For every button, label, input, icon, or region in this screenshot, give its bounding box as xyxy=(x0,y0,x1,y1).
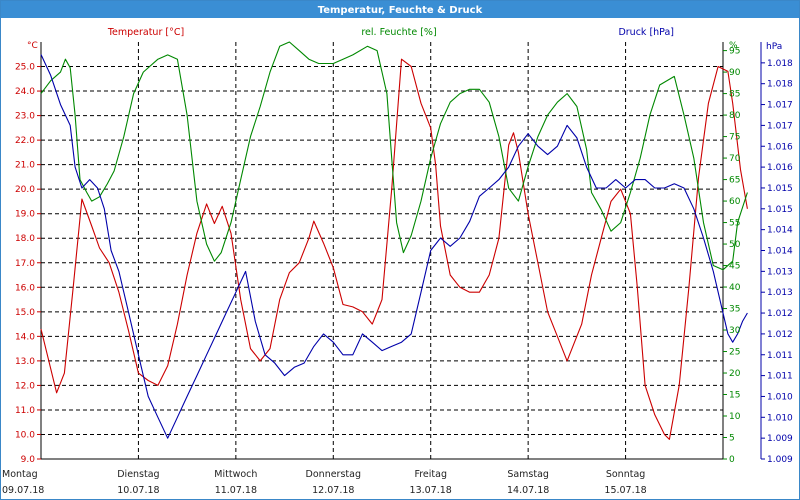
humidity-series-line xyxy=(40,41,748,271)
pressure-tick-label: 1.015 xyxy=(767,205,793,215)
temperature-tick-label: 19.0 xyxy=(15,210,35,220)
humidity-unit: % xyxy=(729,41,738,51)
pressure-series-line xyxy=(40,54,748,439)
pressure-tick-label: 1.010 xyxy=(767,392,793,402)
pressure-tick-label: 1.018 xyxy=(767,59,793,69)
axes xyxy=(37,42,765,460)
day-label: Mittwoch xyxy=(214,469,257,480)
pressure-tick-label: 1.014 xyxy=(767,226,793,236)
temperature-tick-label: 10.0 xyxy=(15,430,35,440)
temperature-tick-label: 25.0 xyxy=(15,63,35,73)
humidity-series-title: rel. Feuchte [%] xyxy=(361,27,436,38)
pressure-unit: hPa xyxy=(766,42,782,52)
day-label: Freitag xyxy=(414,469,447,480)
temperature-tick-label: 18.0 xyxy=(15,234,35,244)
humidity-tick-label: 40 xyxy=(729,283,741,293)
humidity-tick-label: 25 xyxy=(729,348,740,358)
day-label: Sonntag xyxy=(606,469,645,480)
axis-labels: Montag 09.07.18 Dienstag 10.07.18 Mittwoch 11… xyxy=(2,27,793,496)
pressure-tick-label: 1.018 xyxy=(767,80,793,90)
pressure-tick-label: 1.010 xyxy=(767,413,793,423)
humidity-tick-label: 60 xyxy=(729,197,741,207)
date-label: 15.07.18 xyxy=(604,485,646,496)
pressure-tick-label: 1.017 xyxy=(767,121,793,131)
humidity-tick-label: 15 xyxy=(729,391,740,401)
temperature-tick-label: 23.0 xyxy=(15,112,35,122)
date-label: 14.07.18 xyxy=(507,485,549,496)
pressure-tick-label: 1.016 xyxy=(767,142,793,152)
humidity-tick-label: 80 xyxy=(729,111,741,121)
humidity-tick-label: 75 xyxy=(729,133,740,143)
humidity-tick-label: 50 xyxy=(729,240,741,250)
temperature-tick-label: 13.0 xyxy=(15,357,35,367)
temperature-tick-label: 22.0 xyxy=(15,136,35,146)
day-label: Dienstag xyxy=(117,469,159,480)
temperature-tick-label: 17.0 xyxy=(15,259,35,269)
temperature-tick-label: 24.0 xyxy=(15,87,35,97)
date-label: 11.07.18 xyxy=(215,485,257,496)
date-label: 10.07.18 xyxy=(117,485,159,496)
humidity-tick-label: 70 xyxy=(729,154,741,164)
grid xyxy=(41,42,723,460)
day-label: Montag xyxy=(2,469,38,480)
temperature-unit: °C xyxy=(27,41,38,51)
series-lines xyxy=(40,41,748,440)
humidity-tick-label: 5 xyxy=(729,434,735,444)
title-bar xyxy=(1,1,799,18)
humidity-tick-label: 20 xyxy=(729,369,741,379)
pressure-tick-label: 1.013 xyxy=(767,267,793,277)
pressure-series-title: Druck [hPa] xyxy=(618,27,674,38)
humidity-tick-label: 45 xyxy=(729,262,740,272)
humidity-tick-label: 30 xyxy=(729,326,741,336)
pressure-tick-label: 1.012 xyxy=(767,309,793,319)
pressure-tick-label: 1.011 xyxy=(767,372,793,382)
pressure-tick-label: 1.017 xyxy=(767,101,793,111)
humidity-tick-label: 55 xyxy=(729,219,740,229)
pressure-tick-label: 1.016 xyxy=(767,163,793,173)
temperature-tick-label: 14.0 xyxy=(15,332,35,342)
pressure-tick-label: 1.011 xyxy=(767,351,793,361)
humidity-tick-label: 65 xyxy=(729,176,740,186)
date-label: 13.07.18 xyxy=(410,485,452,496)
temperature-tick-label: 15.0 xyxy=(15,308,35,318)
temperature-tick-label: 11.0 xyxy=(15,406,35,416)
humidity-tick-label: 85 xyxy=(729,90,740,100)
temperature-tick-label: 16.0 xyxy=(15,283,35,293)
pressure-tick-label: 1.013 xyxy=(767,288,793,298)
date-label: 09.07.18 xyxy=(2,485,44,496)
temperature-series-title: Temperatur [°C] xyxy=(107,27,184,38)
humidity-tick-label: 0 xyxy=(729,455,735,465)
chart-title: Temperatur, Feuchte & Druck xyxy=(318,5,483,16)
pressure-tick-label: 1.014 xyxy=(767,247,793,257)
temperature-tick-label: 21.0 xyxy=(15,161,35,171)
humidity-tick-label: 90 xyxy=(729,68,741,78)
day-label: Donnerstag xyxy=(306,469,361,480)
humidity-tick-label: 95 xyxy=(729,47,740,57)
date-label: 12.07.18 xyxy=(312,485,354,496)
humidity-tick-label: 35 xyxy=(729,305,740,315)
humidity-tick-label: 10 xyxy=(729,412,741,422)
day-label: Samstag xyxy=(507,469,549,480)
pressure-tick-label: 1.009 xyxy=(767,455,793,465)
temperature-tick-label: 9.0 xyxy=(21,455,36,465)
pressure-tick-label: 1.012 xyxy=(767,330,793,340)
temperature-series-line xyxy=(40,58,748,440)
temperature-tick-label: 12.0 xyxy=(15,381,35,391)
pressure-tick-label: 1.009 xyxy=(767,434,793,444)
pressure-tick-label: 1.015 xyxy=(767,184,793,194)
temperature-tick-label: 20.0 xyxy=(15,185,35,195)
